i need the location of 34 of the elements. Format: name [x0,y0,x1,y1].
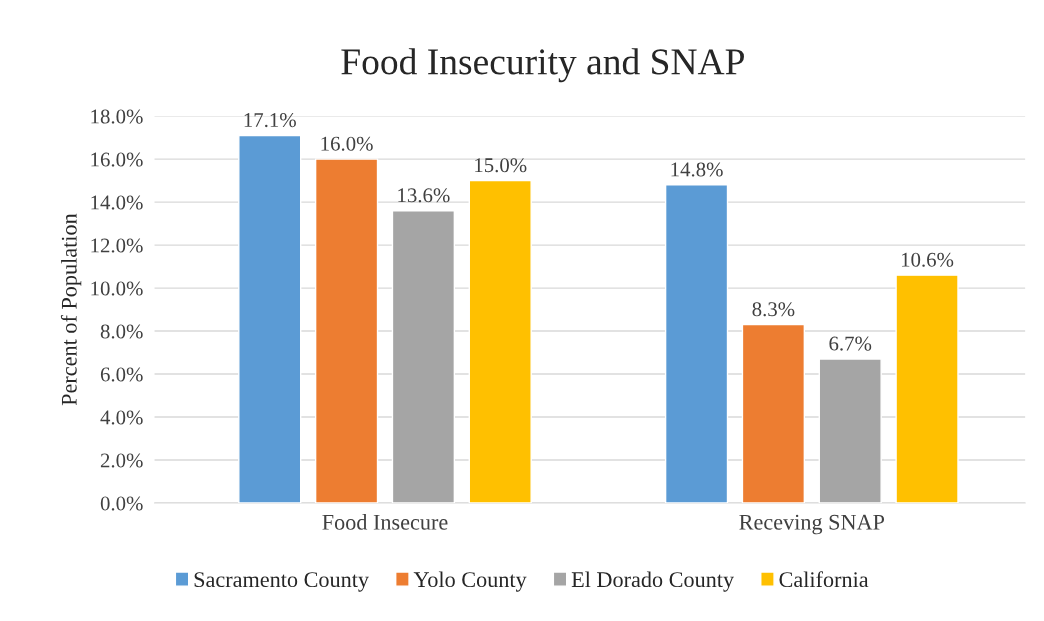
data-label: 14.8% [671,162,723,177]
bar [895,274,959,504]
y-tick-label: 0.0% [100,496,143,511]
data-label: 15.0% [475,158,527,173]
legend-label: Sacramento County [194,572,369,592]
bar [391,210,456,504]
y-tick-label: 6.0% [100,367,143,382]
bar [238,134,302,504]
data-label: 16.0% [321,136,373,151]
bar [314,158,379,504]
bar [741,323,806,504]
y-tick-label: 4.0% [100,410,143,425]
chart-title: Food Insecurity and SNAP [341,48,744,83]
y-tick-label: 8.0% [100,324,143,339]
data-label: 8.3% [752,302,795,317]
legend-label: California [779,571,869,588]
y-axis-title: Percent of Population [60,213,82,406]
y-tick-label: 10.0% [91,281,143,296]
data-label: 13.6% [398,188,450,203]
x-tick-label: Receving SNAP [739,514,885,535]
legend-label: El Dorado County [571,571,735,592]
y-tick-label: 18.0% [91,109,143,124]
y-tick-label: 12.0% [91,238,143,253]
y-tick-label: 16.0% [91,152,143,167]
data-label: 10.6% [901,252,954,267]
y-tick-label: 14.0% [91,195,143,210]
bar [818,358,882,504]
x-tick-label: Food Insecure [322,514,448,530]
bar [468,179,532,504]
data-label: 6.7% [829,336,872,351]
y-tick-label: 2.0% [100,453,143,468]
data-label: 17.1% [244,113,296,128]
bar [664,184,729,504]
legend-label: Yolo County [413,571,527,592]
